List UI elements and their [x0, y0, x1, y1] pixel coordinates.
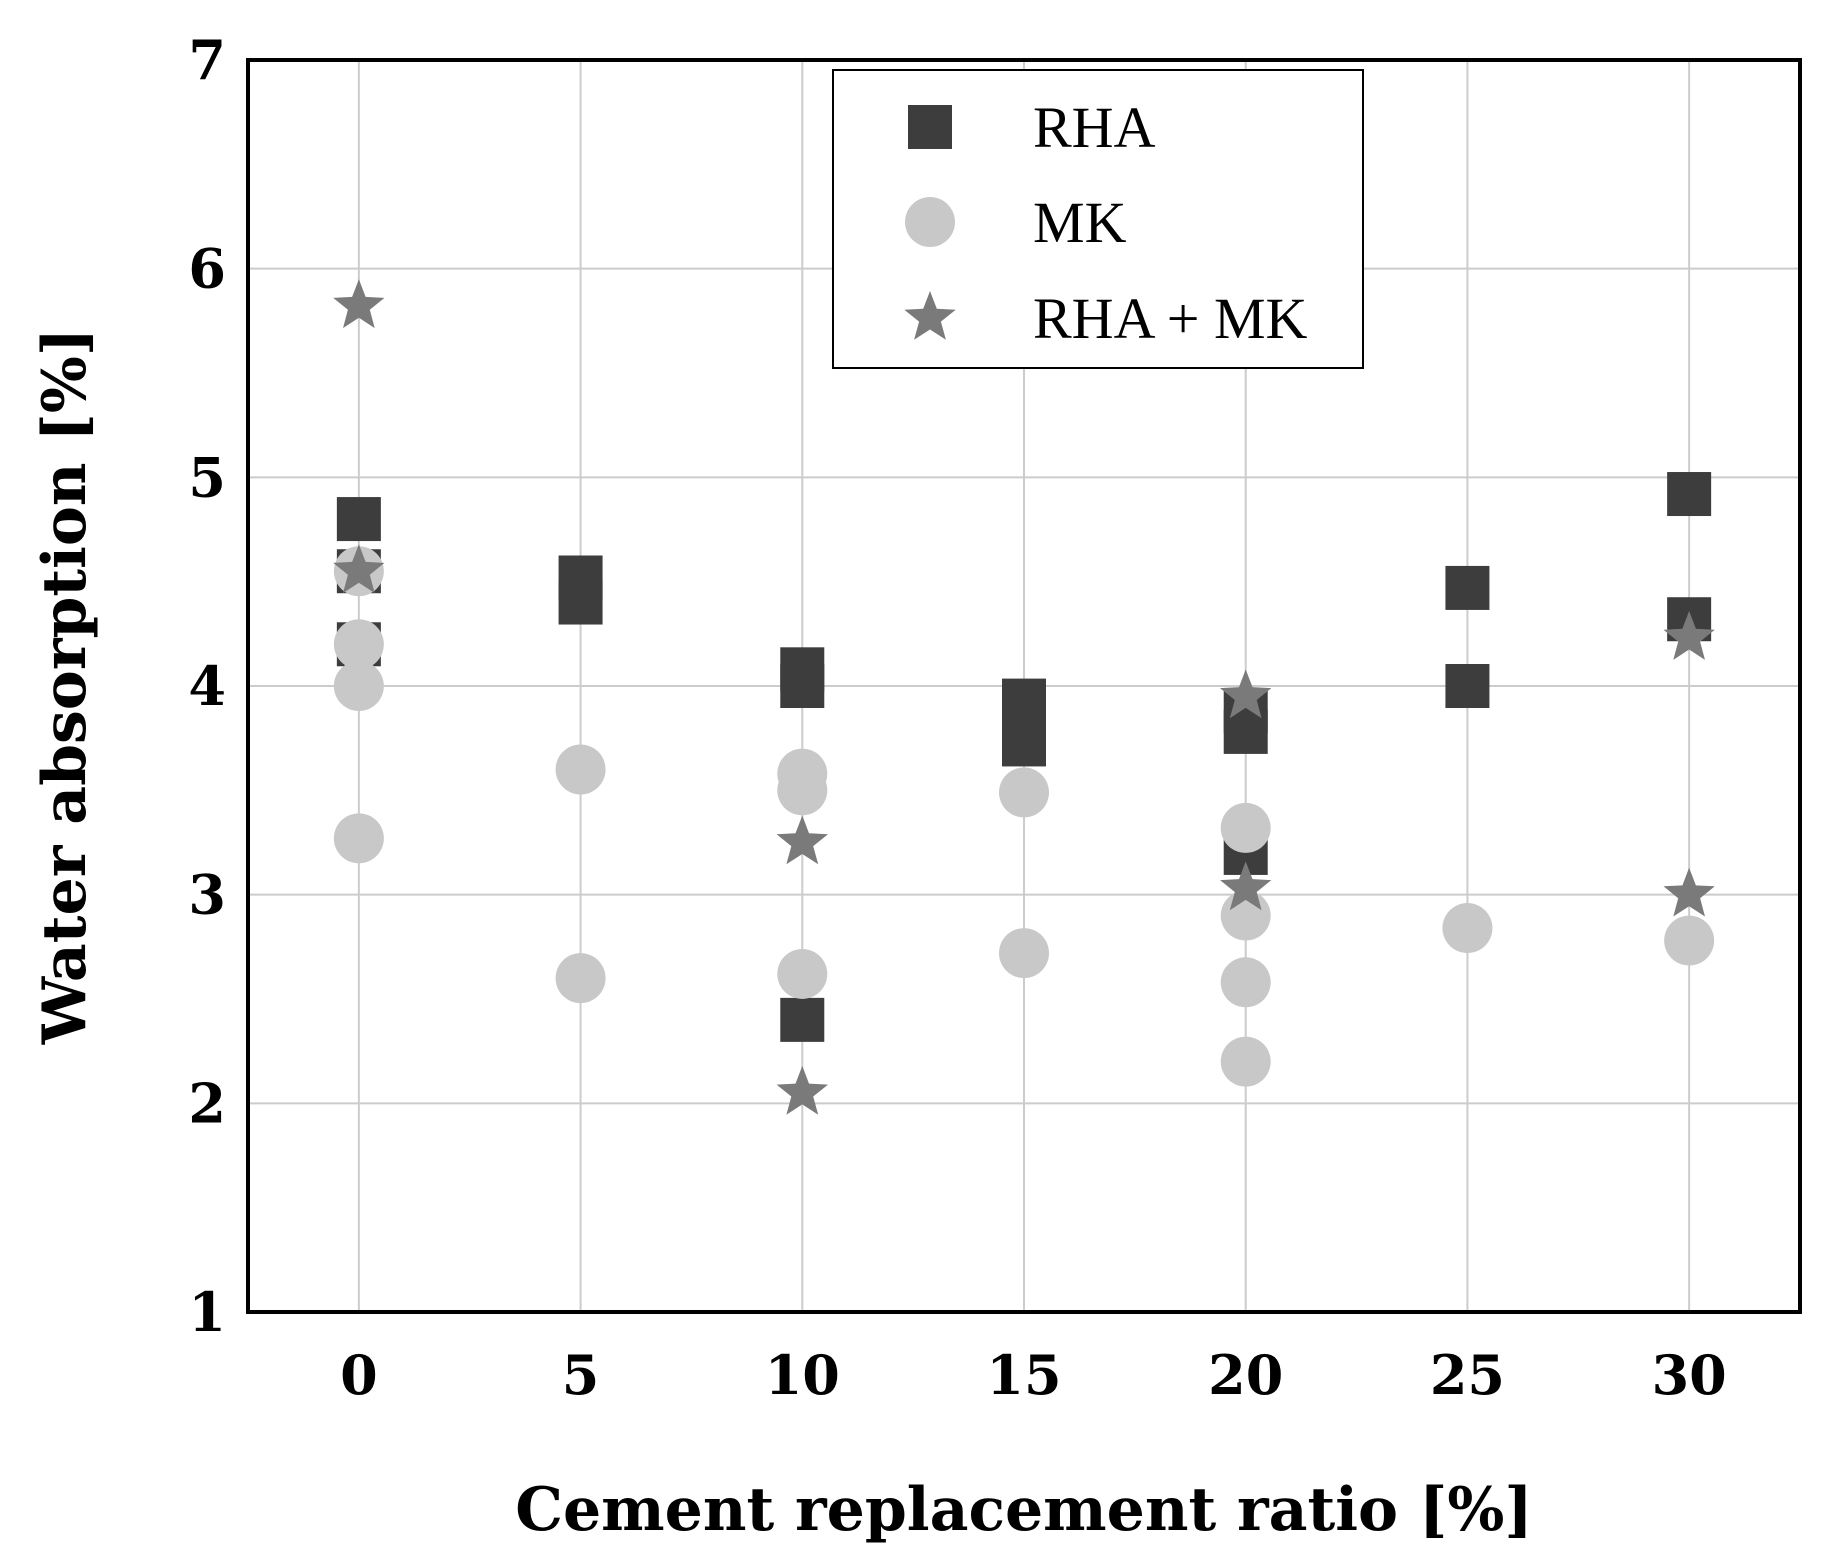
y-tick-label: 5 [188, 445, 226, 509]
series-mk [333, 546, 1715, 1087]
y-tick-label: 6 [188, 237, 226, 301]
y-tick-label: 1 [188, 1280, 226, 1344]
legend-star-marker [904, 291, 956, 340]
legend-label: RHA + MK [1033, 286, 1308, 351]
legend-label: RHA [1033, 95, 1156, 160]
legend-square-marker [908, 105, 952, 149]
star-point [1220, 669, 1272, 719]
y-tick-label: 4 [188, 654, 226, 718]
series-rha [336, 472, 1712, 1042]
x-tick-label: 10 [765, 1343, 840, 1407]
x-tick-label: 0 [340, 1343, 378, 1407]
circle-point [777, 948, 828, 999]
circle-point [333, 813, 384, 864]
circle-point [333, 661, 384, 711]
square-point [558, 580, 603, 625]
square-point [780, 997, 825, 1042]
legend: RHA MK RHA + MK [832, 69, 1364, 369]
legend-label: MK [1033, 190, 1127, 255]
x-tick-label: 20 [1208, 1343, 1283, 1407]
series-rha-mk [333, 279, 1715, 1115]
y-axis-title: Water absorption [%] [30, 328, 100, 1045]
square-point [1002, 722, 1046, 767]
star-point [333, 544, 385, 594]
square-point [336, 497, 381, 542]
x-axis-title: Cement replacement ratio [%] [515, 1475, 1533, 1545]
square-point [780, 664, 825, 708]
star-point [1220, 861, 1272, 911]
x-tick-label: 15 [986, 1343, 1061, 1407]
star-point [333, 279, 385, 329]
star-point [776, 1065, 828, 1115]
square-point [1445, 565, 1490, 610]
circle-point [555, 953, 606, 1004]
circle-point [1442, 903, 1493, 954]
square-point [1445, 664, 1490, 708]
square-point [1002, 678, 1046, 723]
circle-point [1220, 802, 1271, 853]
x-tick-label: 25 [1430, 1343, 1505, 1407]
y-tick-label: 3 [188, 863, 226, 927]
x-tick-label: 30 [1652, 1343, 1727, 1407]
x-tick-label: 5 [562, 1343, 600, 1407]
legend-circle-marker [905, 197, 955, 247]
circle-point [555, 744, 606, 795]
y-tick-label: 2 [188, 1071, 226, 1135]
circle-point [999, 767, 1049, 818]
circle-point [1220, 1036, 1271, 1087]
circle-point [1220, 957, 1271, 1008]
star-point [1663, 611, 1715, 660]
star-point [1663, 867, 1715, 917]
circle-point [777, 765, 828, 816]
square-point [1667, 472, 1712, 517]
data-points [333, 279, 1715, 1115]
tick-labels: 0 5 10 15 20 25 30 1 2 3 4 5 6 7 [188, 28, 1726, 1407]
circle-point [1664, 915, 1715, 966]
circle-point [333, 619, 384, 670]
y-tick-label: 7 [188, 28, 226, 92]
plot-frame [246, 58, 1802, 1314]
circle-point [999, 928, 1049, 979]
star-point [776, 815, 828, 865]
